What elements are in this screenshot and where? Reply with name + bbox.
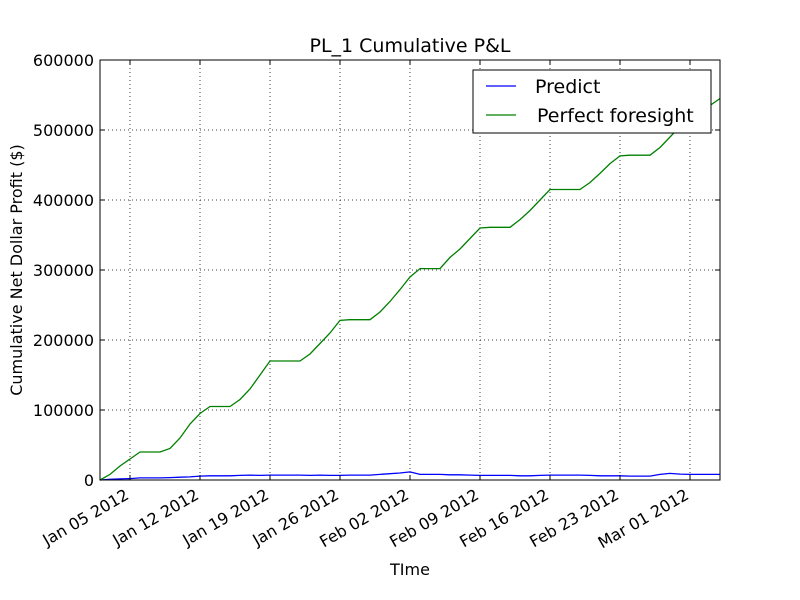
x-axis-label: TIme: [389, 560, 430, 579]
y-tick-label: 600000: [33, 51, 94, 70]
chart-title: PL_1 Cumulative P&L: [309, 35, 510, 57]
legend: Predict Perfect foresight: [472, 69, 712, 134]
y-tick-label: 300000: [33, 261, 94, 280]
y-axis-label: Cumulative Net Dollar Profit ($): [7, 144, 26, 396]
legend-box: [472, 69, 712, 134]
y-tick-label: 0: [84, 471, 94, 490]
y-tick-label: 100000: [33, 401, 94, 420]
legend-label-perfect-foresight: Perfect foresight: [537, 105, 694, 127]
series-layer: [99, 97, 721, 481]
series-line-perfect-foresight: [99, 97, 721, 481]
series-line-predict: [99, 471, 720, 481]
legend-label-predict: Predict: [535, 76, 600, 98]
y-tick-label: 200000: [33, 331, 94, 350]
y-tick-label: 500000: [33, 121, 94, 140]
y-tick-label: 400000: [33, 191, 94, 210]
